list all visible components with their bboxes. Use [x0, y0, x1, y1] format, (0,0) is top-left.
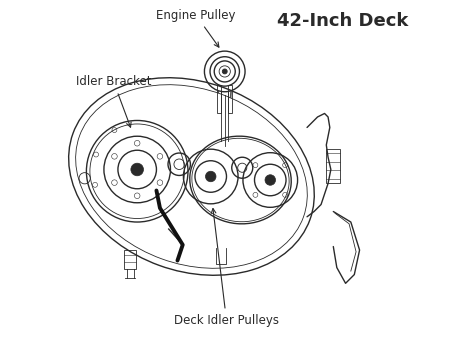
- Text: 42-Inch Deck: 42-Inch Deck: [277, 12, 409, 30]
- Bar: [228, 85, 232, 113]
- Text: Deck Idler Pulleys: Deck Idler Pulleys: [174, 209, 279, 327]
- Bar: [217, 85, 221, 113]
- Circle shape: [265, 175, 275, 185]
- Circle shape: [131, 163, 144, 176]
- Circle shape: [206, 171, 216, 182]
- Circle shape: [222, 69, 227, 74]
- Text: Idler Bracket: Idler Bracket: [76, 76, 151, 127]
- Bar: [124, 250, 137, 269]
- Text: Engine Pulley: Engine Pulley: [156, 9, 236, 47]
- Ellipse shape: [76, 85, 307, 268]
- Bar: [326, 149, 339, 183]
